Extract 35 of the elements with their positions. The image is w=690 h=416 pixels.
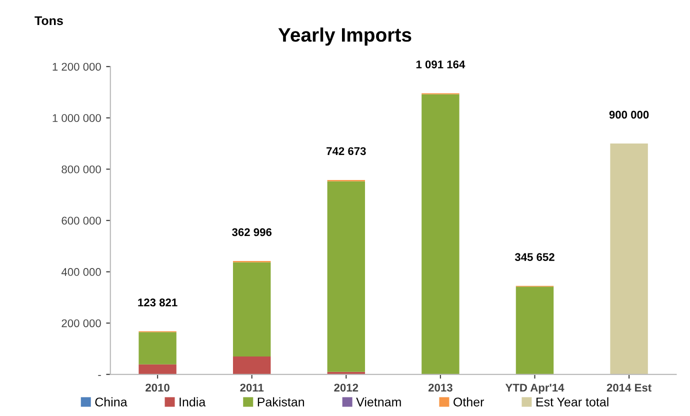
annotation: 1 091 164: [416, 60, 466, 68]
annotation: 900 000: [609, 110, 649, 119]
bar: [327, 181, 366, 372]
bar: [516, 286, 554, 374]
x-tick-label: 2013: [428, 384, 452, 392]
bar: [138, 332, 176, 364]
x-tick-label: 2014 Est: [606, 384, 652, 392]
x-tick-label: 2010: [146, 384, 170, 392]
y-tick-label: -: [98, 375, 101, 376]
bar: [138, 364, 176, 374]
y-tick-label: 400 000: [61, 268, 101, 276]
annotation: 123 821: [138, 298, 178, 306]
legend-label: India: [180, 397, 206, 406]
y-axis-title: Tons: [34, 16, 63, 26]
y-tick-label: 200 000: [62, 319, 101, 328]
legend-label: Vietnam: [356, 397, 401, 406]
y-tick-label: 600 000: [62, 216, 101, 225]
bar: [422, 94, 460, 374]
legend-label: China: [95, 397, 128, 406]
y-tick-label: 1 200 000: [52, 62, 101, 71]
bar: [232, 262, 271, 356]
legend-label: Other: [454, 397, 484, 406]
y-tick-label: 1 000 000: [52, 114, 101, 122]
x-tick-label: YTD Apr'14: [505, 384, 564, 394]
y-tick-label: 800 000: [62, 165, 101, 174]
annotation: 345 652: [514, 253, 554, 262]
chart-title: Yearly Imports: [278, 28, 412, 46]
x-tick-label: 2012: [334, 384, 358, 392]
x-tick-label: 2011: [240, 384, 264, 392]
legend-label: Est Year total: [536, 397, 608, 406]
annotation: 742 673: [326, 147, 366, 156]
annotation: 362 996: [232, 228, 272, 236]
legend-label: Pakistan: [258, 397, 304, 406]
bar: [610, 144, 648, 374]
bar: [232, 356, 271, 374]
